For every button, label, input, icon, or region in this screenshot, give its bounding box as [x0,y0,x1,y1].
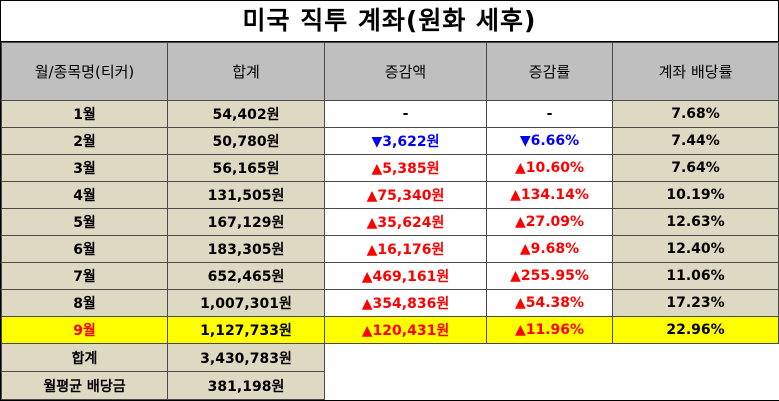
summary-value: 381,198원 [167,371,325,400]
column-header: 합계 [167,42,325,101]
month-cell: 4월 [1,181,168,209]
rate-cell: ▲255.95% [486,262,613,290]
yield-cell: 7.64% [612,154,779,182]
column-header: 증감액 [324,42,487,101]
yield-cell: 10.19% [612,181,779,209]
yield-cell: 12.40% [612,235,779,263]
table-row: 9월 1,127,733원 ▲120,431원 ▲11.96% 22.96% [1,316,779,344]
total-cell: 56,165원 [167,154,325,182]
rate-cell: ▲10.60% [486,154,613,182]
yield-cell: 22.96% [612,316,779,344]
total-cell: 50,780원 [167,127,325,155]
diff-cell: ▲120,431원 [324,316,487,344]
diff-cell: ▲35,624원 [324,208,487,236]
table-row: 7월 652,465원 ▲469,161원 ▲255.95% 11.06% [1,262,779,290]
month-cell: 3월 [1,154,168,182]
yield-cell: 17.23% [612,289,779,317]
rate-cell: ▲27.09% [486,208,613,236]
rate-cell: ▲9.68% [486,235,613,263]
total-cell: 131,505원 [167,181,325,209]
yield-cell: 11.06% [612,262,779,290]
total-cell: 1,127,733원 [167,316,325,344]
column-header: 증감률 [486,42,613,101]
table-row: 2월 50,780원 ▼3,622원 ▼6.66% 7.44% [1,127,779,155]
yield-cell: 7.44% [612,127,779,155]
diff-cell: ▼3,622원 [324,127,487,155]
diff-cell: ▲354,836원 [324,289,487,317]
summary-row-average: 월평균 배당금 381,198원 [1,371,779,400]
total-cell: 183,305원 [167,235,325,263]
rate-cell: ▲54.38% [486,289,613,317]
table-body: 1월 54,402원 - -7.68% 2월 50,780원 ▼3,622원 ▼6.66% 7.… [1,100,779,400]
column-header: 계좌 배당률 [612,42,779,101]
table-row: 8월 1,007,301원 ▲354,836원 ▲54.38% 17.23% [1,289,779,317]
diff-cell: ▲5,385원 [324,154,487,182]
summary-row-total: 합계 3,430,783원 [1,343,779,400]
rate-cell: ▼6.66% [486,127,613,155]
rate-cell: ▲134.14% [486,181,613,209]
diff-cell: ▲16,176원 [324,235,487,263]
month-cell: 5월 [1,208,168,236]
sheet-title: 미국 직투 계좌(원화 세후) [1,1,778,42]
summary-label: 합계 [1,343,168,372]
table-row: 3월 56,165원 ▲5,385원 ▲10.60% 7.64% [1,154,779,182]
table-header-row: 월/종목명(티커) 합계 증감액 증감률 계좌 배당률 [1,42,779,101]
summary-blank-area [324,343,779,400]
summary-value: 3,430,783원 [167,343,325,372]
rate-cell: - [486,100,613,128]
total-cell: 54,402원 [167,100,325,128]
diff-cell: - [324,100,487,128]
month-cell: 7월 [1,262,168,290]
table-row: 1월 54,402원 - -7.68% [1,100,779,128]
yield-cell: 12.63% [612,208,779,236]
total-cell: 167,129원 [167,208,325,236]
summary-label: 월평균 배당금 [1,371,168,400]
table-row: 5월 167,129원 ▲35,624원 ▲27.09% 12.63% [1,208,779,236]
dividend-table: 월/종목명(티커) 합계 증감액 증감률 계좌 배당률 1월 54,402원 - -7… [1,42,779,400]
table-row: 4월 131,505원 ▲75,340원 ▲134.14% 10.19% [1,181,779,209]
yield-cell: 7.68% [612,100,779,128]
rate-cell: ▲11.96% [486,316,613,344]
month-cell: 1월 [1,100,168,128]
month-cell: 9월 [1,316,168,344]
column-header: 월/종목명(티커) [1,42,168,101]
diff-cell: ▲75,340원 [324,181,487,209]
month-cell: 8월 [1,289,168,317]
diff-cell: ▲469,161원 [324,262,487,290]
table-row: 6월 183,305원 ▲16,176원 ▲9.68% 12.40% [1,235,779,263]
total-cell: 652,465원 [167,262,325,290]
month-cell: 6월 [1,235,168,263]
month-cell: 2월 [1,127,168,155]
total-cell: 1,007,301원 [167,289,325,317]
